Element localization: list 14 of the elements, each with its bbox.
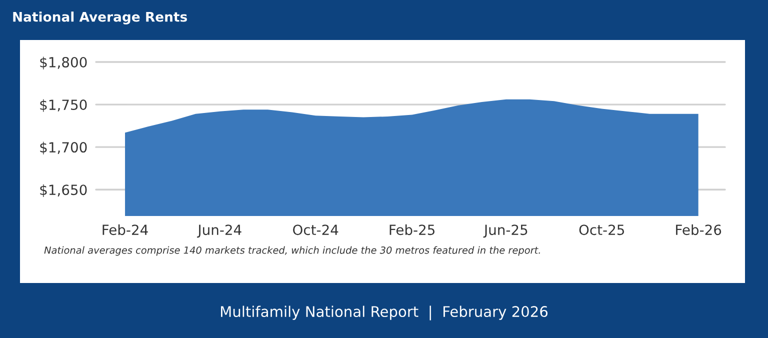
x-tick-label: Oct-24	[293, 224, 338, 236]
x-tick-label: Feb-26	[676, 224, 722, 236]
x-tick-label: Jun-25	[483, 224, 528, 238]
text: Multifamily National Report | February 2026	[221, 306, 548, 320]
x-tick-label: Feb-25	[390, 224, 434, 236]
x-tick-label: Feb-24	[102, 224, 148, 236]
y-tick-label: $1,650	[40, 184, 87, 197]
text: National averages comprise 140 markets tracked, which include the 30 metros featured in the report.	[44, 246, 540, 256]
x-tick-label: Jun-24	[197, 224, 242, 238]
x-tick-label: Oct-25	[579, 224, 624, 236]
y-tick-label: $1,800	[40, 56, 87, 70]
y-tick-label: $1,750	[40, 99, 87, 112]
chart-title: National Average Rents	[13, 12, 187, 24]
y-tick-label: $1,700	[40, 142, 87, 154]
